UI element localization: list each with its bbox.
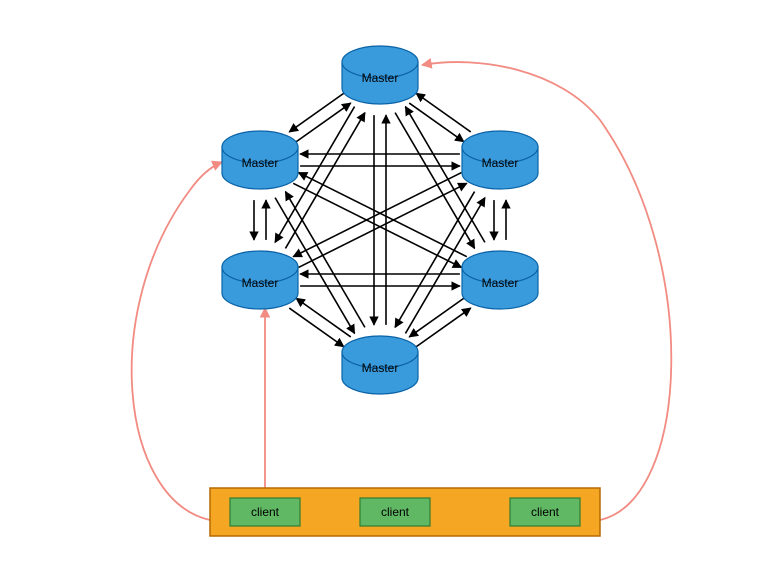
mesh-edge bbox=[285, 192, 364, 328]
mesh-edge bbox=[416, 93, 471, 132]
mesh-edge-layer bbox=[254, 93, 506, 346]
mesh-edge bbox=[293, 173, 461, 257]
master-node-label: Master bbox=[362, 361, 399, 375]
master-node-label: Master bbox=[482, 156, 519, 170]
mesh-edge bbox=[409, 298, 464, 337]
master-node: Master bbox=[222, 251, 298, 309]
mesh-edge bbox=[289, 93, 344, 132]
master-node-label: Master bbox=[242, 276, 279, 290]
client-box: client bbox=[230, 498, 300, 526]
mesh-edge bbox=[289, 308, 344, 347]
mesh-edge bbox=[296, 298, 351, 337]
mesh-edge bbox=[299, 183, 467, 267]
client-link-layer bbox=[132, 62, 672, 520]
mesh-edge bbox=[395, 192, 474, 328]
master-node-layer: Master Master Master Master Master Master bbox=[222, 46, 538, 394]
client-link bbox=[422, 62, 671, 520]
master-node: Master bbox=[342, 336, 418, 394]
client-layer: client client client bbox=[210, 488, 600, 536]
mesh-edge bbox=[416, 308, 471, 347]
client-box: client bbox=[360, 498, 430, 526]
client-link bbox=[132, 162, 222, 520]
mesh-edge bbox=[296, 103, 351, 142]
master-node-label: Master bbox=[482, 276, 519, 290]
master-node: Master bbox=[462, 251, 538, 309]
mesh-edge bbox=[299, 173, 467, 257]
master-node: Master bbox=[342, 46, 418, 104]
master-node: Master bbox=[222, 131, 298, 189]
master-node-label: Master bbox=[362, 71, 399, 85]
client-label: client bbox=[251, 505, 280, 519]
mesh-edge bbox=[409, 103, 464, 142]
client-label: client bbox=[381, 505, 410, 519]
mesh-edge bbox=[395, 113, 474, 249]
client-label: client bbox=[531, 505, 560, 519]
master-node-label: Master bbox=[242, 156, 279, 170]
mesh-edge bbox=[285, 113, 364, 249]
mesh-edge bbox=[293, 183, 461, 267]
master-node: Master bbox=[462, 131, 538, 189]
client-box: client bbox=[510, 498, 580, 526]
